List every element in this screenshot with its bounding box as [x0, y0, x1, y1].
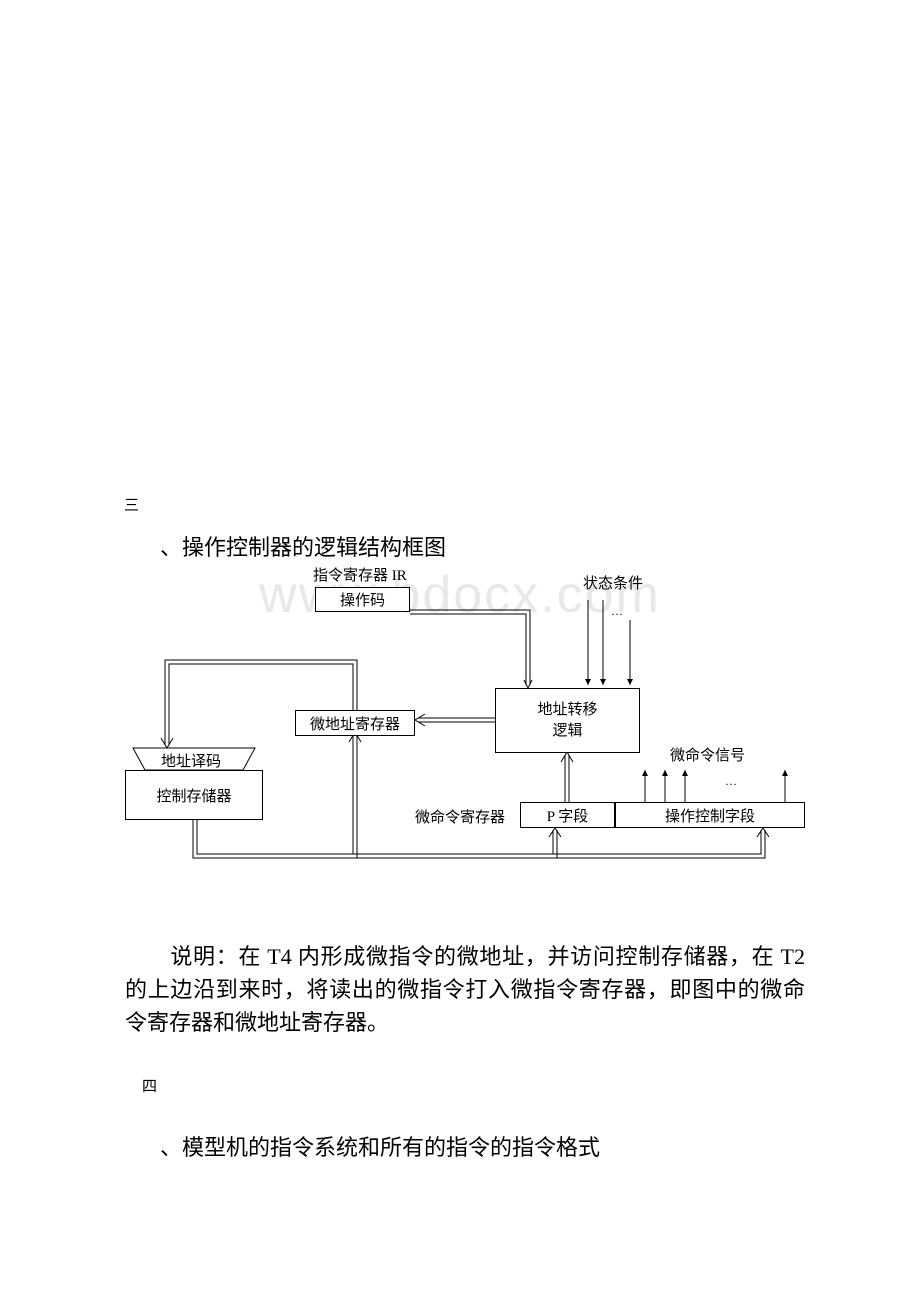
addr-decode-label: 地址译码 [161, 750, 221, 771]
section-3-number: 三 [124, 494, 139, 515]
op-ctrl-field-box: 操作控制字段 [615, 802, 805, 828]
addr-transfer-logic-box: 地址转移 逻辑 [495, 688, 640, 753]
opcode-box: 操作码 [315, 587, 410, 612]
micro-cmd-signal-label: 微命令信号 [670, 744, 745, 765]
section-4-heading: 、模型机的指令系统和所有的指令的指令格式 [160, 1130, 600, 1162]
status-condition-label: 状态条件 [583, 572, 643, 593]
addr-transfer-l2: 逻辑 [552, 721, 582, 742]
p-field-box: P 字段 [520, 802, 615, 828]
ir-label: 指令寄存器 IR [313, 564, 407, 585]
micro-cmd-register-label: 微命令寄存器 [415, 806, 505, 827]
explanation-paragraph: 说明：在 T4 内形成微指令的微地址，并访问控制存储器，在 T2 的上边沿到来时… [125, 940, 805, 1039]
section-4-number: 四 [142, 1075, 157, 1096]
micro-addr-register-box: 微地址寄存器 [295, 710, 415, 736]
controller-diagram: 指令寄存器 IR 操作码 状态条件 … 地址转移 逻辑 微地址寄存器 地址译码 … [125, 560, 805, 900]
signal-ellipsis: … [725, 774, 737, 789]
control-memory-box: 控制存储器 [125, 770, 263, 820]
section-3-heading: 、操作控制器的逻辑结构框图 [160, 530, 446, 562]
status-ellipsis: … [611, 604, 623, 619]
diagram-connections [125, 560, 805, 900]
addr-transfer-l1: 地址转移 [537, 700, 597, 721]
